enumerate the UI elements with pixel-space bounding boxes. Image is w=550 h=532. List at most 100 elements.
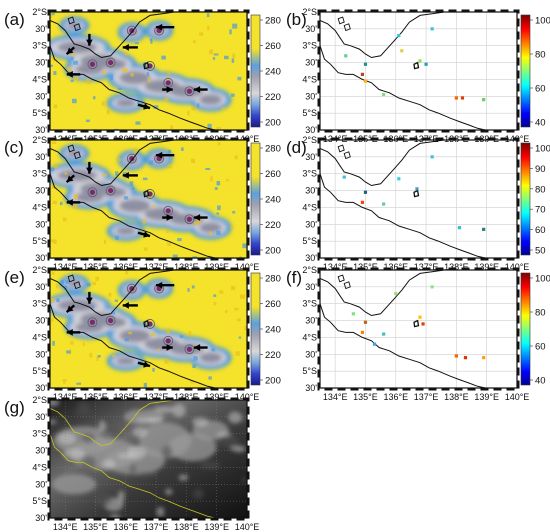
lat-tick-label: 2°S — [32, 7, 47, 17]
noise-speckle — [62, 379, 67, 382]
noise-speckle — [64, 285, 68, 290]
noise-speckle — [59, 201, 63, 206]
lat-tick-label: 3°S — [32, 299, 47, 309]
lat-tick-label: 2°S — [32, 135, 47, 145]
coastline-south — [50, 433, 216, 518]
lat-tick-label: 2°S — [302, 265, 317, 275]
lat-tick-label: 4°S — [32, 202, 47, 212]
cloud-core — [75, 192, 104, 203]
arrow-head — [193, 214, 201, 221]
probability-point — [482, 356, 486, 360]
noise-speckle — [51, 271, 55, 275]
noise-speckle — [150, 39, 153, 44]
noise-speckle — [216, 212, 220, 215]
lat-tick-label: 5°S — [32, 366, 47, 376]
lat-tick-label: 30' — [35, 91, 47, 101]
noise-speckle — [193, 356, 198, 361]
map-frame-top — [49, 269, 248, 389]
noise-speckle — [64, 172, 68, 175]
lon-tick-label: 137°E — [414, 262, 439, 272]
arrow-head — [156, 151, 163, 159]
cold-core-ring — [87, 59, 98, 70]
cold-core-ring — [105, 185, 116, 196]
noise-speckle — [115, 235, 119, 240]
noise-speckle — [142, 177, 148, 181]
noise-speckle — [225, 309, 228, 314]
noise-speckle — [193, 40, 196, 44]
lake — [413, 61, 420, 70]
colorbar-tick-label: 240 — [265, 67, 281, 78]
probability-point — [363, 190, 368, 194]
probability-point — [454, 354, 458, 358]
map-border-dashed — [47, 397, 250, 521]
noise-speckle — [192, 364, 196, 369]
lat-tick-label: 4°S — [32, 332, 47, 342]
noise-speckle — [102, 70, 107, 75]
lat-tick-label: 2°S — [32, 395, 47, 405]
noise-speckle — [129, 181, 134, 187]
noise-speckle — [225, 179, 229, 182]
noise-speckle — [166, 328, 171, 334]
noise-speckle — [238, 336, 242, 339]
probability-points — [344, 27, 486, 102]
cold-core — [108, 59, 114, 66]
imagery-texture — [165, 488, 173, 495]
noise-speckle — [164, 97, 169, 101]
lon-tick-label: 139°E — [204, 392, 229, 402]
cloud-core — [199, 352, 222, 363]
probability-points — [342, 155, 486, 231]
arrow-head — [86, 297, 93, 304]
imagery-cloud — [168, 433, 217, 462]
probability-point — [382, 332, 386, 336]
colorbar-tick-label: 200 — [265, 118, 281, 129]
island — [337, 16, 345, 25]
panel-c: 134°E 135°E 136°E 137°E 138°E 139°E 140°E 2°S 30… — [4, 135, 281, 272]
probability-point — [454, 96, 458, 100]
noise-speckle — [152, 204, 155, 209]
probability-point — [360, 330, 365, 334]
arrow-head — [66, 71, 73, 78]
noise-speckle — [210, 176, 213, 182]
cloud-core — [57, 169, 97, 182]
lat-tick-label: 30' — [35, 125, 47, 135]
grayscale-imagery — [50, 400, 247, 518]
lat-tick-label: 3°S — [32, 429, 47, 439]
lon-tick-label: 140°E — [505, 392, 530, 402]
arrow-head — [66, 305, 74, 313]
cloud-core — [101, 59, 127, 70]
temperature-field — [50, 270, 247, 388]
noise-speckle — [53, 104, 58, 109]
noise-speckle — [191, 107, 197, 111]
noise-speckle — [56, 298, 60, 303]
probability-point — [351, 312, 355, 316]
noise-speckle — [188, 344, 193, 349]
noise-speckle — [231, 58, 235, 63]
colorbar-tick-label: 80 — [535, 308, 546, 319]
cold-core — [186, 216, 193, 222]
lat-tick-label: 30' — [305, 253, 317, 263]
noise-speckle — [212, 57, 216, 60]
lon-tick-label: 138°E — [444, 392, 469, 402]
noise-speckle — [106, 109, 110, 115]
imagery-texture — [117, 490, 125, 503]
panel-label: (d) — [286, 138, 307, 157]
noise-speckle — [209, 49, 214, 55]
colorbar-tick-label: 60 — [535, 84, 546, 95]
noise-speckle — [239, 294, 245, 299]
island — [67, 144, 75, 153]
lat-tick-label: 30' — [305, 58, 317, 68]
probability-point — [363, 62, 368, 66]
colorbar-tick-label: 280 — [265, 274, 281, 285]
cloud-core — [115, 99, 136, 107]
probability-point — [415, 187, 419, 191]
probability-point — [394, 292, 398, 296]
arrow-head — [156, 23, 163, 31]
colorbar-tick-label: 40 — [535, 376, 546, 387]
lat-tick-label: 30' — [305, 383, 317, 393]
noise-speckle — [172, 254, 178, 258]
arrow-head — [122, 44, 129, 51]
lon-tick-label: 134°E — [323, 262, 348, 272]
noise-speckle — [208, 376, 212, 380]
map-frame — [319, 269, 518, 389]
cold-core — [186, 346, 193, 352]
